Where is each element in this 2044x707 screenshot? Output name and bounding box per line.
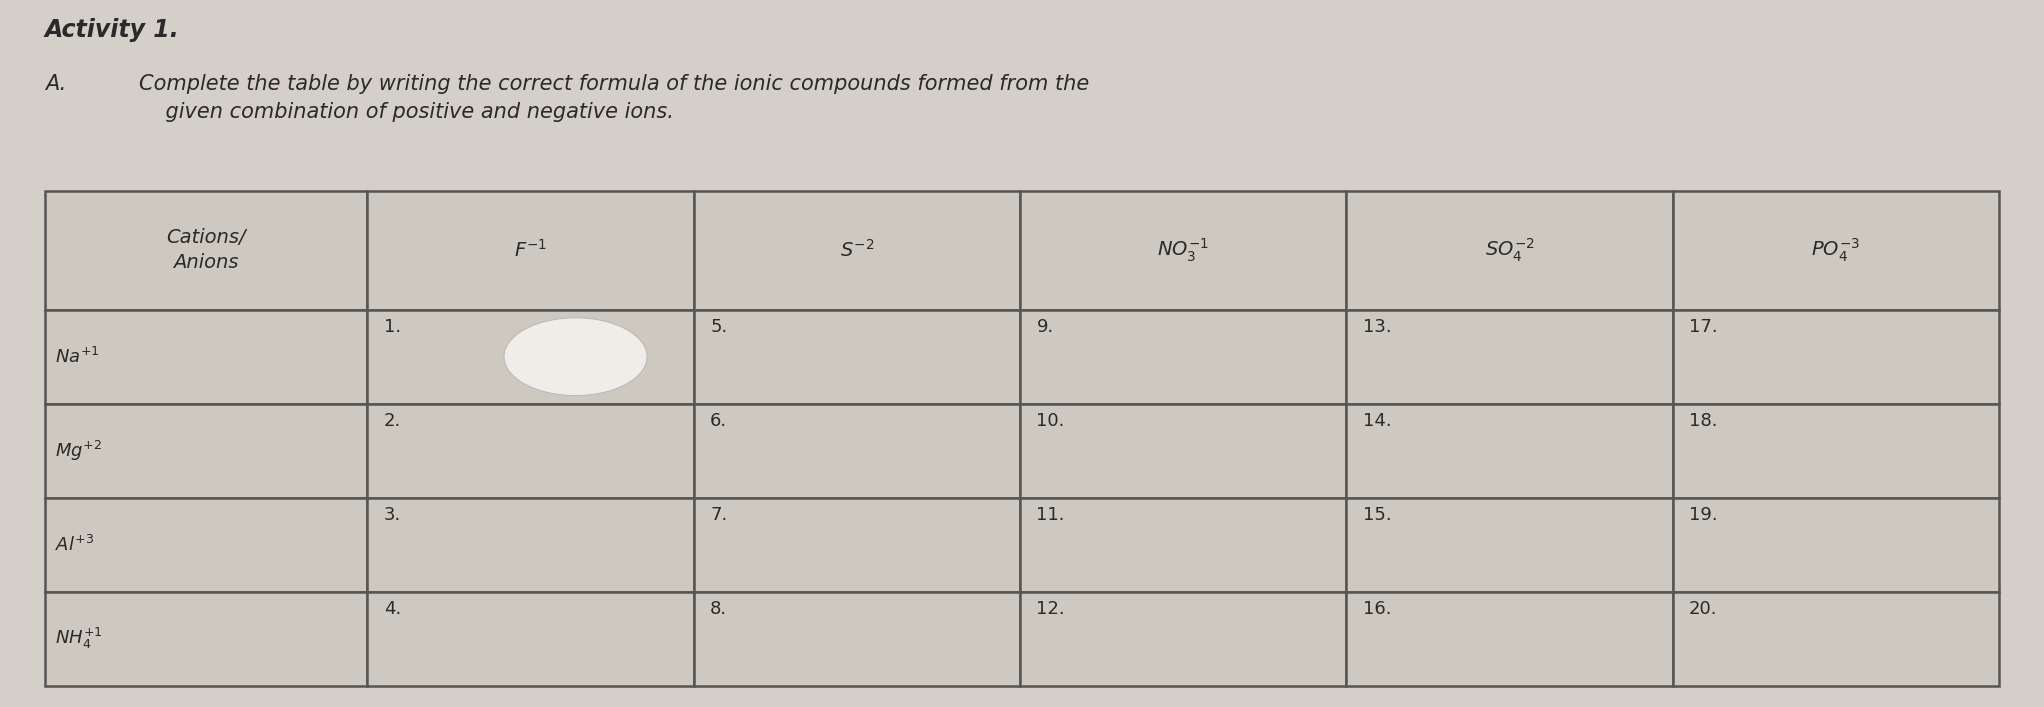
Bar	[1347, 310, 1672, 404]
Text: 1.: 1.	[384, 318, 401, 336]
Text: 9.: 9.	[1036, 318, 1053, 336]
Text: 12.: 12.	[1036, 600, 1065, 618]
Text: 3.: 3.	[384, 506, 401, 524]
Text: 7.: 7.	[709, 506, 728, 524]
Text: 16.: 16.	[1363, 600, 1392, 618]
Bar	[1020, 191, 1347, 310]
Bar	[368, 404, 693, 498]
Bar	[45, 592, 368, 686]
Text: $SO_4^{-2}$: $SO_4^{-2}$	[1484, 237, 1535, 264]
Text: $NH_4^{+1}$: $NH_4^{+1}$	[55, 626, 102, 651]
Text: $PO_4^{-3}$: $PO_4^{-3}$	[1811, 237, 1860, 264]
Bar	[368, 498, 693, 592]
Text: 8.: 8.	[709, 600, 728, 618]
Text: Activity 1.: Activity 1.	[45, 18, 180, 42]
Text: 2.: 2.	[384, 412, 401, 430]
Bar	[1347, 404, 1672, 498]
Text: 10.: 10.	[1036, 412, 1065, 430]
Bar	[368, 191, 693, 310]
Bar	[368, 592, 693, 686]
Bar	[693, 404, 1020, 498]
Text: 19.: 19.	[1688, 506, 1717, 524]
Ellipse shape	[505, 317, 648, 395]
Bar	[1672, 592, 1999, 686]
Bar	[45, 310, 368, 404]
Text: 20.: 20.	[1688, 600, 1717, 618]
Bar	[693, 592, 1020, 686]
Bar	[1347, 191, 1672, 310]
Text: $Mg^{+2}$: $Mg^{+2}$	[55, 438, 102, 463]
Bar	[1347, 592, 1672, 686]
Bar	[1020, 498, 1347, 592]
Bar	[1020, 310, 1347, 404]
Text: 13.: 13.	[1363, 318, 1392, 336]
Bar	[1020, 404, 1347, 498]
Text: 14.: 14.	[1363, 412, 1392, 430]
Bar	[693, 310, 1020, 404]
Text: $Al^{+3}$: $Al^{+3}$	[55, 534, 94, 555]
Text: $Na^{+1}$: $Na^{+1}$	[55, 346, 100, 367]
Text: 15.: 15.	[1363, 506, 1392, 524]
Text: $S^{-2}$: $S^{-2}$	[840, 240, 875, 261]
Text: 17.: 17.	[1688, 318, 1717, 336]
Bar	[45, 191, 368, 310]
Bar	[45, 404, 368, 498]
Text: $NO_3^{-1}$: $NO_3^{-1}$	[1157, 237, 1210, 264]
Text: 5.: 5.	[709, 318, 728, 336]
Bar	[1672, 404, 1999, 498]
Text: 6.: 6.	[709, 412, 728, 430]
Bar	[693, 498, 1020, 592]
Bar	[1347, 498, 1672, 592]
Text: 11.: 11.	[1036, 506, 1065, 524]
Text: A.: A.	[45, 74, 65, 94]
Text: $F^{-1}$: $F^{-1}$	[513, 240, 548, 261]
Bar	[1672, 498, 1999, 592]
Bar	[1672, 191, 1999, 310]
Bar	[1020, 592, 1347, 686]
Text: 4.: 4.	[384, 600, 401, 618]
Text: Cations/
Anions: Cations/ Anions	[166, 228, 245, 272]
Bar	[45, 498, 368, 592]
Bar	[1672, 310, 1999, 404]
Bar	[693, 191, 1020, 310]
Text: Complete the table by writing the correct formula of the ionic compounds formed : Complete the table by writing the correc…	[139, 74, 1089, 122]
Bar	[368, 310, 693, 404]
Text: 18.: 18.	[1688, 412, 1717, 430]
